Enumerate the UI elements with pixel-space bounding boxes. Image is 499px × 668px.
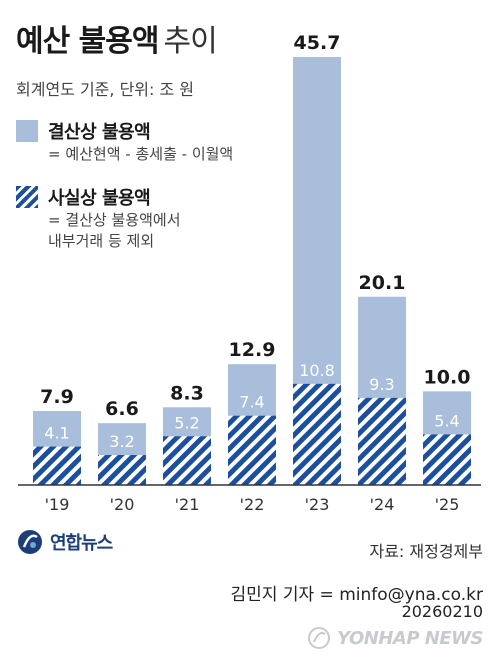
label-settlement-4: 45.7 [294,32,341,54]
x-tick-label-3: '22 [240,495,265,514]
bar-actual-0 [33,446,81,485]
label-settlement-0: 7.9 [40,386,74,408]
title-main: 예산 불용액 [16,24,159,59]
legend-desc: = 예산현액 - 총세출 - 이월액 [48,145,234,163]
label-actual-0: 4.1 [44,424,69,443]
bar-actual-6 [423,434,471,485]
label-settlement-6: 10.0 [424,366,471,388]
label-actual-3: 7.4 [239,393,264,412]
label-settlement-5: 20.1 [359,272,406,294]
logo-text: 연합뉴스 [50,533,113,554]
label-actual-6: 5.4 [434,411,459,430]
legend-name: 결산상 불용액 [48,122,151,143]
chart-title: 예산 불용액 추이 [16,16,218,60]
x-tick-label-1: '20 [110,495,135,514]
bar-actual-5 [358,397,406,485]
credit-text: 김민지 기자 = minfo@yna.co.kr [230,585,483,605]
yonhap-logo: 연합뉴스 [16,528,113,556]
bar-actual-4 [293,383,341,485]
bar-actual-3 [228,415,276,485]
x-tick-label-2: '21 [175,495,200,514]
bar-actual-1 [98,455,146,485]
label-actual-4: 10.8 [299,361,335,380]
date-text: 20260210 [401,602,483,621]
legend-desc: = 결산상 불용액에서 [48,211,181,229]
label-actual-1: 3.2 [109,432,134,451]
legend-name: 사실상 불용액 [48,188,151,209]
watermark: YONHAP NEWS [307,626,483,650]
x-tick-label-0: '19 [45,495,70,514]
x-tick-label-4: '23 [305,495,330,514]
label-settlement-3: 12.9 [229,339,276,361]
label-actual-2: 5.2 [174,413,199,432]
legend-desc: 내부거래 등 제외 [48,232,155,250]
legend-swatch-solid [16,120,38,142]
title-suffix: 추이 [163,24,218,59]
x-tick-label-6: '25 [435,495,460,514]
watermark-text: YONHAP NEWS [337,627,483,649]
x-tick-label-5: '24 [370,495,395,514]
label-actual-5: 9.3 [369,375,394,394]
watermark-icon [308,627,331,649]
source-text: 자료: 재정경제부 [369,542,483,561]
chart-subtitle: 회계연도 기준, 단위: 조 원 [16,80,195,99]
yonhap-logo-icon [18,530,42,554]
bar-actual-2 [163,436,211,485]
label-settlement-2: 8.3 [170,382,204,404]
legend-item-actual: 사실상 불용액 = 결산상 불용액에서 내부거래 등 제외 [16,184,181,252]
legend-item-settlement: 결산상 불용액 = 예산현액 - 총세출 - 이월액 [16,118,233,165]
legend-swatch-hatched [16,186,38,208]
label-settlement-1: 6.6 [105,398,139,420]
